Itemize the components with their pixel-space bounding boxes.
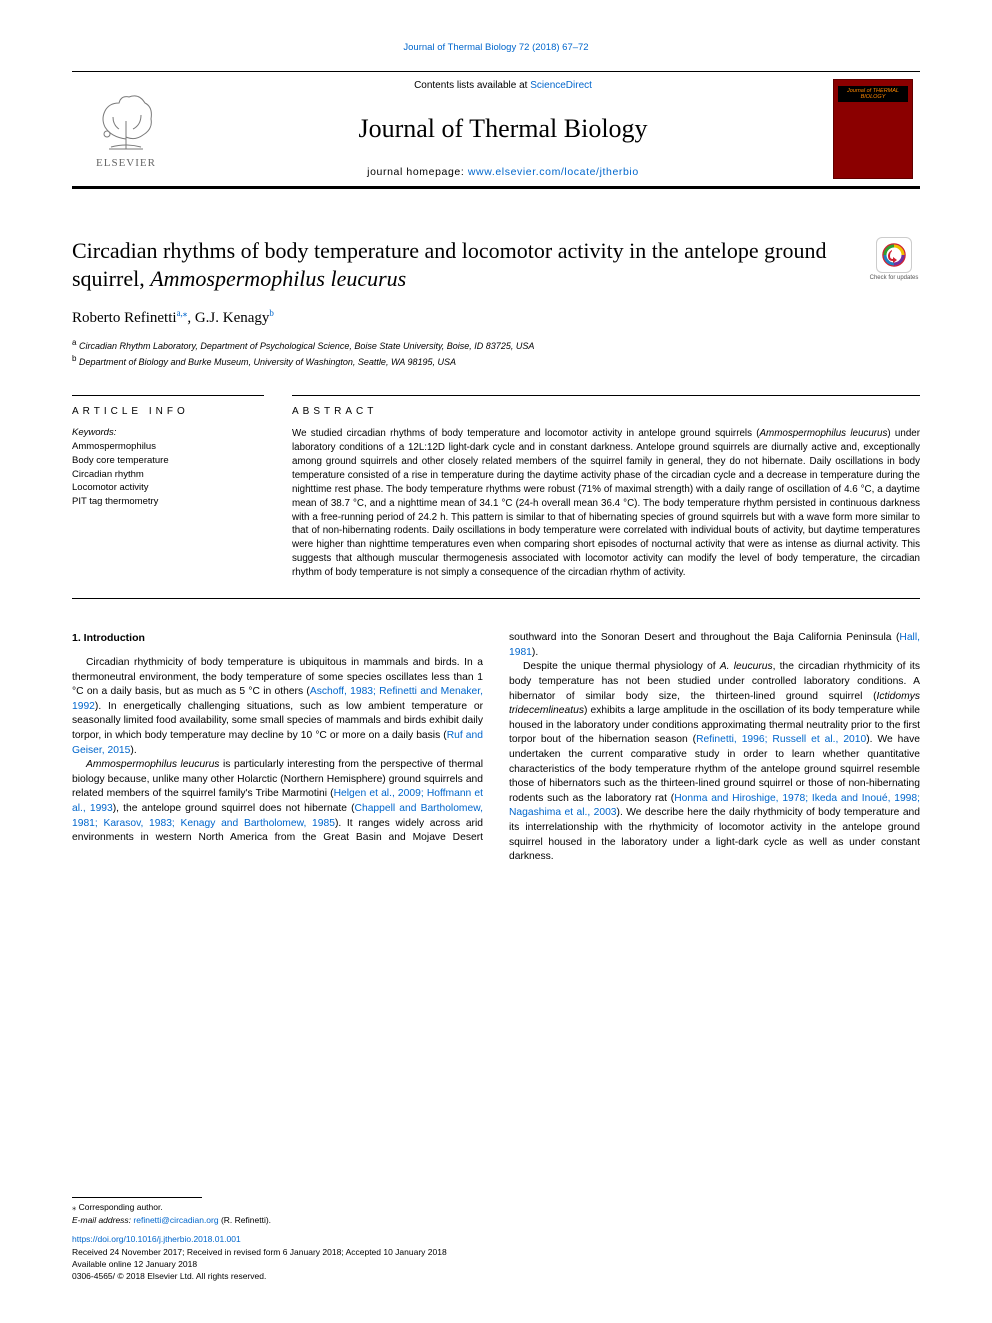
affiliation-a: a Circadian Rhythm Laboratory, Departmen…: [72, 337, 920, 353]
email-author: (R. Refinetti).: [219, 1215, 271, 1225]
email-line: E-mail address: refinetti@circadian.org …: [72, 1215, 920, 1227]
elsevier-tree-icon: [91, 89, 161, 155]
author-2: , G.J. Kenagy: [187, 310, 269, 326]
keywords-label: Keywords:: [72, 427, 264, 438]
article-info-column: ARTICLE INFO Keywords: Ammospermophilus …: [72, 395, 264, 580]
author-1-affil-marker[interactable]: a,⁎: [177, 308, 188, 318]
keyword: Locomotor activity: [72, 481, 264, 495]
keyword: Circadian rhythm: [72, 468, 264, 482]
article-title: Circadian rhythms of body temperature an…: [72, 237, 848, 292]
check-updates-label: Check for updates: [870, 275, 919, 281]
intro-heading: 1. Introduction: [72, 631, 483, 646]
homepage-prefix: journal homepage:: [367, 166, 468, 178]
abstract-column: ABSTRACT We studied circadian rhythms of…: [292, 395, 920, 580]
article-info-head: ARTICLE INFO: [72, 395, 264, 417]
footer: ⁎ Corresponding author. E-mail address: …: [72, 1197, 920, 1283]
corresponding-email-link[interactable]: refinetti@circadian.org: [133, 1215, 218, 1225]
divider-after-abstract: [72, 598, 920, 599]
journal-homepage-line: journal homepage: www.elsevier.com/locat…: [367, 166, 639, 178]
contents-available-line: Contents lists available at ScienceDirec…: [414, 80, 592, 91]
keyword: Ammospermophilus: [72, 440, 264, 454]
journal-cover-label: Journal of THERMAL BIOLOGY: [838, 86, 908, 102]
intro-paragraph: Circadian rhythmicity of body temperatur…: [72, 656, 483, 758]
affiliation-b: b Department of Biology and Burke Museum…: [72, 353, 920, 369]
journal-name: Journal of Thermal Biology: [358, 114, 647, 144]
affiliations: a Circadian Rhythm Laboratory, Departmen…: [72, 337, 920, 369]
keyword: PIT tag thermometry: [72, 495, 264, 509]
affil-b-text: Department of Biology and Burke Museum, …: [76, 357, 456, 367]
copyright-line: 0306-4565/ © 2018 Elsevier Ltd. All righ…: [72, 1271, 920, 1283]
journal-cover-image: Journal of THERMAL BIOLOGY: [833, 79, 913, 179]
email-label: E-mail address:: [72, 1215, 133, 1225]
check-for-updates[interactable]: Check for updates: [868, 237, 920, 289]
doi-link[interactable]: https://doi.org/10.1016/j.jtherbio.2018.…: [72, 1234, 241, 1244]
keyword: Body core temperature: [72, 454, 264, 468]
footer-rule: [72, 1197, 202, 1198]
received-dates: Received 24 November 2017; Received in r…: [72, 1247, 920, 1259]
abstract-head: ABSTRACT: [292, 395, 920, 417]
journal-reference-top: Journal of Thermal Biology 72 (2018) 67–…: [72, 42, 920, 53]
author-2-affil-marker[interactable]: b: [269, 308, 274, 318]
affil-a-text: Circadian Rhythm Laboratory, Department …: [76, 341, 534, 351]
contents-text: Contents lists available at: [414, 80, 530, 91]
publisher-logo: ELSEVIER: [72, 72, 180, 186]
available-online: Available online 12 January 2018: [72, 1259, 920, 1271]
masthead: ELSEVIER Contents lists available at Sci…: [72, 71, 920, 189]
body-text: 1. Introduction Circadian rhythmicity of…: [72, 631, 920, 865]
masthead-center: Contents lists available at ScienceDirec…: [180, 72, 826, 186]
author-1: Roberto Refinetti: [72, 310, 177, 326]
keywords-list: Ammospermophilus Body core temperature C…: [72, 440, 264, 509]
authors-line: Roberto Refinettia,⁎, G.J. Kenagyb: [72, 308, 920, 327]
journal-cover: Journal of THERMAL BIOLOGY: [826, 72, 920, 186]
publisher-name: ELSEVIER: [96, 157, 156, 169]
corresponding-author-note: ⁎ Corresponding author.: [72, 1202, 920, 1214]
homepage-link[interactable]: www.elsevier.com/locate/jtherbio: [468, 166, 639, 178]
article-title-species: Ammospermophilus leucurus: [150, 266, 406, 291]
sciencedirect-link[interactable]: ScienceDirect: [530, 80, 592, 91]
abstract-text: We studied circadian rhythms of body tem…: [292, 427, 920, 580]
intro-paragraph: Despite the unique thermal physiology of…: [509, 660, 920, 865]
check-updates-icon: [876, 237, 912, 273]
